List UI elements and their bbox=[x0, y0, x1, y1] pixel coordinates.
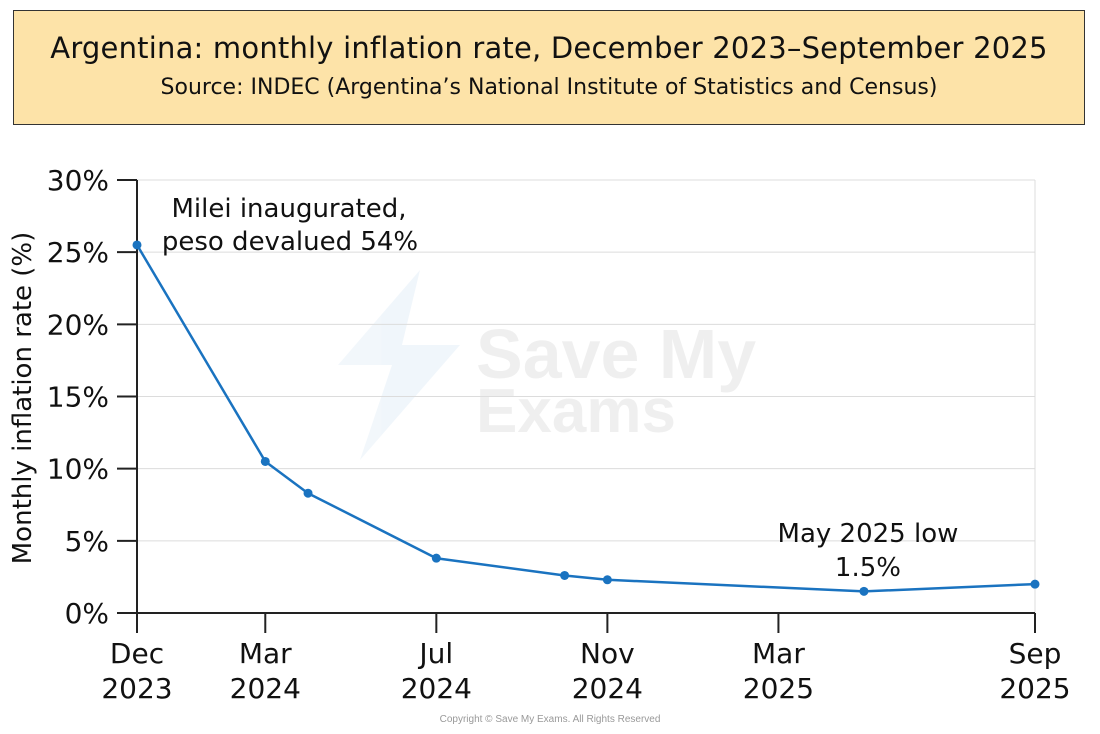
y-tick-label: 10% bbox=[47, 453, 109, 486]
watermark: Save My Exams bbox=[338, 270, 756, 460]
annotation-milei-line1: Milei inaugurated, bbox=[171, 194, 406, 224]
x-tick-label-month: Dec bbox=[110, 637, 164, 670]
grid-lines bbox=[137, 179, 1036, 613]
y-tick-label: 20% bbox=[47, 308, 109, 341]
x-tick-label-month: Jul bbox=[417, 637, 453, 670]
x-tick-label-year: 2024 bbox=[230, 672, 301, 705]
series-line bbox=[135, 244, 1036, 593]
y-tick-label: 15% bbox=[47, 381, 109, 414]
x-tick-label-year: 2025 bbox=[743, 672, 814, 705]
x-tick-label-month: Sep bbox=[1009, 637, 1062, 670]
axes bbox=[136, 180, 1035, 633]
watermark-text-1: Save My bbox=[476, 315, 756, 393]
data-point bbox=[260, 456, 270, 466]
data-point bbox=[431, 553, 441, 563]
data-point bbox=[859, 586, 869, 596]
annotation-low-line2: 1.5% bbox=[835, 553, 901, 583]
chart-subtitle: Source: INDEC (Argentina’s National Inst… bbox=[160, 75, 938, 100]
x-tick-label-year: 2024 bbox=[572, 672, 643, 705]
bolt-icon bbox=[338, 270, 460, 460]
y-tick-label: 0% bbox=[65, 597, 109, 630]
y-tick-label: 5% bbox=[65, 525, 109, 558]
data-point bbox=[560, 570, 570, 580]
annotation-low-line1: May 2025 low bbox=[778, 519, 959, 549]
x-tick-label-year: 2023 bbox=[101, 672, 172, 705]
annotation-milei-line2: peso devalued 54% bbox=[162, 227, 418, 257]
series-layer bbox=[132, 240, 1040, 596]
y-tick-label: 25% bbox=[47, 236, 109, 269]
chart-title: Argentina: monthly inflation rate, Decem… bbox=[50, 31, 1048, 65]
data-point bbox=[602, 575, 612, 585]
annotations: Milei inaugurated,peso devalued 54% May 2… bbox=[162, 194, 959, 583]
y-tick-label: 30% bbox=[47, 164, 109, 197]
x-tick-label-month: Mar bbox=[239, 637, 292, 670]
y-axis-ticks: 0% 5% 10% 15% 20% 25% 30% bbox=[47, 164, 137, 630]
title-box: Argentina: monthly inflation rate, Decem… bbox=[13, 10, 1085, 125]
x-axis-ticks: Dec2023Mar2024Jul2024Nov2024Mar2025Sep20… bbox=[101, 613, 1071, 705]
copyright-notice: Copyright © Save My Exams. All Rights Re… bbox=[439, 714, 661, 725]
data-point bbox=[303, 488, 313, 498]
data-point bbox=[1030, 579, 1040, 589]
data-point bbox=[132, 240, 142, 250]
x-tick-label-year: 2024 bbox=[401, 672, 472, 705]
x-tick-label-month: Nov bbox=[580, 637, 635, 670]
y-axis-label: Monthly inflation rate (%) bbox=[8, 232, 38, 565]
x-tick-label-month: Mar bbox=[752, 637, 805, 670]
x-tick-label-year: 2025 bbox=[999, 672, 1070, 705]
watermark-text-2: Exams bbox=[476, 377, 676, 446]
